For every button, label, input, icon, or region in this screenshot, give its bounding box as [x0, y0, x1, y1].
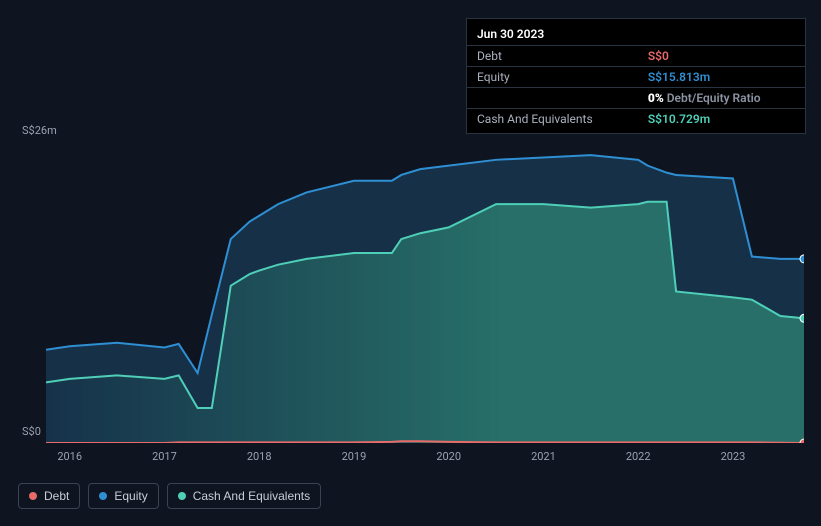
- tooltip-row-value: S$0: [638, 46, 805, 67]
- legend-dot: [178, 492, 186, 500]
- chart-tooltip: Jun 30 2023 DebtS$0EquityS$15.813m0% Deb…: [466, 18, 806, 134]
- chart-legend: Debt Equity Cash And Equivalents: [18, 483, 321, 509]
- tooltip-date: Jun 30 2023: [467, 23, 805, 45]
- x-axis-tick-label: 2016: [57, 450, 82, 463]
- x-axis-tick-label: 2022: [626, 450, 651, 463]
- y-axis-min-label: S$0: [22, 425, 41, 438]
- legend-item-equity[interactable]: Equity: [88, 483, 158, 509]
- equity-end-marker: [800, 255, 804, 263]
- chart-container: Jun 30 2023 DebtS$0EquityS$15.813m0% Deb…: [0, 0, 821, 526]
- x-axis-labels: 2016 2017 2018 2019 2020 2021 2022 2023: [46, 450, 804, 466]
- y-axis-max-label: S$26m: [22, 124, 57, 137]
- x-axis-tick-label: 2018: [247, 450, 272, 463]
- x-axis-tick-label: 2020: [436, 450, 461, 463]
- cash-end-marker: [800, 314, 804, 322]
- legend-dot: [29, 492, 37, 500]
- x-axis-tick-label: 2023: [721, 450, 746, 463]
- legend-item-debt[interactable]: Debt: [18, 483, 80, 509]
- tooltip-row-label: Equity: [467, 67, 638, 88]
- tooltip-row-value: 0% Debt/Equity Ratio: [638, 88, 805, 109]
- legend-label: Equity: [114, 489, 147, 503]
- tooltip-row-label: Debt: [467, 46, 638, 67]
- x-axis-tick-label: 2019: [342, 450, 367, 463]
- legend-label: Cash And Equivalents: [193, 489, 310, 503]
- tooltip-row-label: Cash And Equivalents: [467, 109, 638, 130]
- tooltip-row-label: [467, 88, 638, 109]
- legend-item-cash[interactable]: Cash And Equivalents: [167, 483, 321, 509]
- x-axis-tick-label: 2021: [531, 450, 556, 463]
- legend-dot: [99, 492, 107, 500]
- tooltip-row-value: S$10.729m: [638, 109, 805, 130]
- x-axis-tick-label: 2017: [152, 450, 177, 463]
- legend-label: Debt: [44, 489, 69, 503]
- chart-plot: [46, 140, 804, 443]
- tooltip-row-value: S$15.813m: [638, 67, 805, 88]
